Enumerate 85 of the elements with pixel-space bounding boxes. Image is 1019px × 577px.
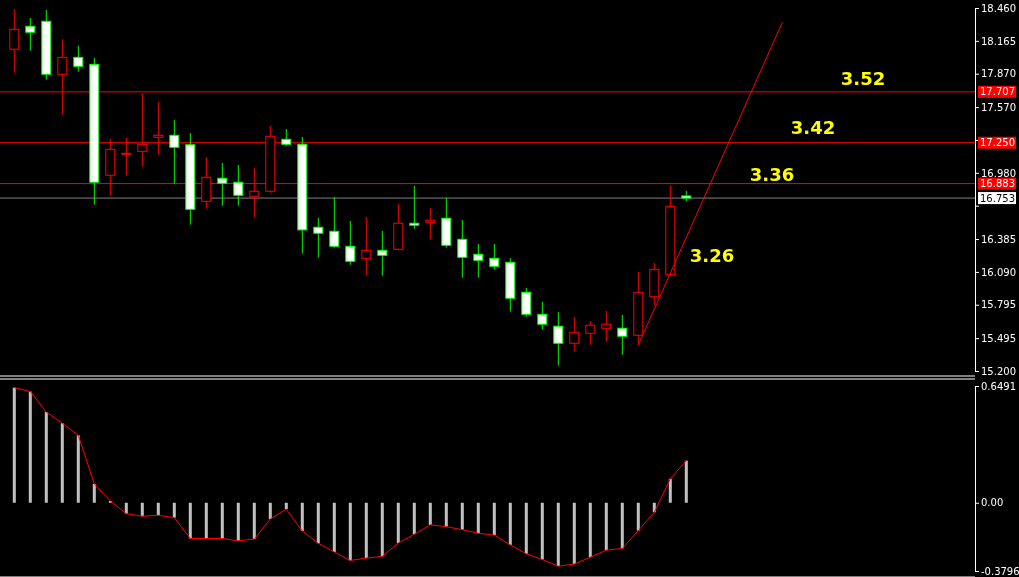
candlestick: [553, 311, 564, 367]
bar: [236, 502, 240, 541]
ref-line-label: 17.707: [980, 86, 1015, 98]
bar: [316, 502, 320, 544]
candlestick: [473, 243, 484, 279]
bar: [524, 502, 528, 554]
annotation: 3.42: [790, 117, 836, 139]
candlestick: [569, 316, 580, 353]
candlestick: [537, 301, 548, 331]
bar: [28, 391, 32, 503]
y-tick-label: 16.980: [981, 167, 1016, 179]
candlestick: [233, 164, 244, 207]
candlestick: [169, 119, 180, 185]
candlestick: [345, 220, 356, 266]
candlestick: [601, 310, 612, 343]
y-tick-label: 17.870: [981, 68, 1016, 80]
candlestick: [425, 207, 436, 241]
bar: [508, 502, 512, 545]
bar: [412, 502, 416, 535]
bar: [636, 502, 640, 531]
bar: [572, 502, 576, 565]
bar: [332, 502, 336, 553]
y-tick-label: 16.090: [981, 266, 1016, 278]
candlestick: [9, 8, 20, 74]
bar: [60, 423, 64, 503]
ref-line-label: 16.753: [980, 192, 1015, 204]
bar: [620, 502, 624, 549]
bar: [380, 502, 384, 557]
bar: [252, 502, 256, 540]
bar: [348, 502, 352, 561]
bar: [92, 483, 96, 503]
bar: [460, 502, 464, 530]
ref-line-label: 17.250: [980, 137, 1015, 149]
bar: [684, 460, 688, 503]
y-tick-label: 18.460: [981, 2, 1016, 14]
bar: [156, 502, 160, 516]
candlestick: [313, 217, 324, 259]
bar: [364, 502, 368, 559]
y-tick-label: 15.200: [981, 365, 1016, 377]
candlestick: [329, 196, 340, 249]
annotation: 3.36: [749, 164, 795, 186]
bar: [444, 502, 448, 527]
line-series: [13, 387, 687, 567]
candlestick: [217, 162, 228, 207]
candlestick: [25, 17, 36, 52]
y-tick-label: 17.570: [981, 101, 1016, 113]
bar: [44, 412, 48, 503]
y-tick-label: 16.385: [981, 233, 1016, 245]
bar: [188, 502, 192, 539]
annotation: 3.26: [689, 245, 735, 267]
bar: [300, 502, 304, 531]
candlestick: [361, 216, 372, 277]
annotation: 3.52: [840, 68, 886, 90]
y-tick-label: -0.3796: [981, 565, 1019, 577]
bar: [604, 502, 608, 551]
candlestick: [521, 287, 532, 318]
bar: [12, 387, 16, 503]
candlestick: [617, 314, 628, 356]
candlestick: [489, 243, 500, 271]
bar: [268, 502, 272, 519]
y-tick-label: 18.165: [981, 35, 1016, 47]
bar: [220, 502, 224, 539]
bar: [492, 502, 496, 536]
bar: [428, 502, 432, 525]
bar: [540, 502, 544, 560]
y-tick-label: 0.6491: [981, 380, 1016, 392]
bar: [140, 502, 144, 517]
bar: [172, 502, 176, 518]
bar: [396, 502, 400, 544]
bar: [284, 502, 288, 510]
bar: [588, 502, 592, 558]
bar: [76, 435, 80, 503]
y-tick-label: 15.495: [981, 332, 1016, 344]
candlestick: [73, 45, 84, 73]
candlestick: [377, 230, 388, 277]
bar: [476, 502, 480, 534]
candlestick: [585, 320, 596, 346]
y-tick-label: 15.795: [981, 299, 1016, 311]
bar: [668, 478, 672, 503]
candlestick: [457, 219, 468, 279]
candlestick: [409, 185, 420, 230]
y-tick-label: 0.00: [981, 497, 1004, 509]
bar: [204, 502, 208, 539]
bar: [556, 502, 560, 567]
ref-line-label: 16.883: [980, 178, 1015, 190]
